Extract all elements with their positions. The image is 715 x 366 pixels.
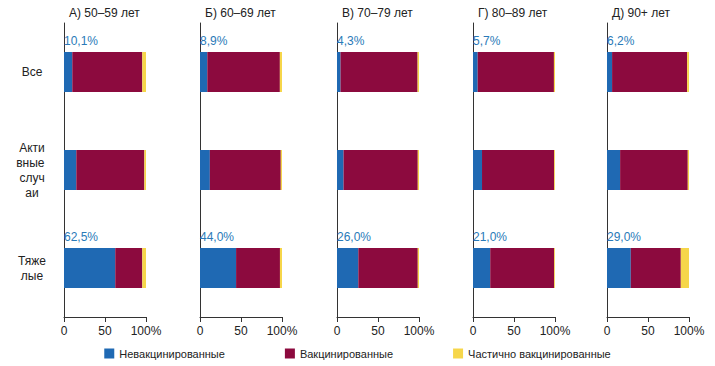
svg-text:0: 0 [61,324,68,338]
svg-text:аи: аи [25,186,38,200]
svg-text:А) 50–59 лет: А) 50–59 лет [69,6,140,20]
svg-text:50: 50 [98,324,112,338]
svg-text:50: 50 [507,324,521,338]
svg-text:100%: 100% [540,324,571,338]
svg-text:Г) 80–89 лет: Г) 80–89 лет [478,6,548,20]
svg-text:29,0%: 29,0% [607,230,641,244]
svg-text:В) 70–79 лет: В) 70–79 лет [342,6,413,20]
svg-text:4,3%: 4,3% [337,34,365,48]
svg-text:вные: вные [16,156,48,170]
svg-text:8,9%: 8,9% [200,34,228,48]
svg-text:26,0%: 26,0% [337,230,371,244]
svg-text:100%: 100% [674,324,705,338]
svg-text:лые: лые [21,269,44,283]
svg-text:50: 50 [234,324,248,338]
svg-text:Б) 60–69 лет: Б) 60–69 лет [205,6,276,20]
svg-text:100%: 100% [404,324,435,338]
svg-text:Все: Все [22,65,43,79]
svg-text:0: 0 [334,324,341,338]
svg-text:6,2%: 6,2% [607,34,635,48]
svg-text:50: 50 [641,324,655,338]
svg-text:44,0%: 44,0% [200,230,234,244]
svg-text:Невакцинированные: Невакцинированные [119,348,225,360]
svg-text:5,7%: 5,7% [473,34,501,48]
svg-text:50: 50 [371,324,385,338]
svg-text:случ: случ [19,171,44,185]
svg-text:10,1%: 10,1% [64,34,98,48]
svg-text:0: 0 [197,324,204,338]
svg-text:Тяже: Тяже [18,254,46,268]
svg-text:62,5%: 62,5% [64,230,98,244]
svg-text:21,0%: 21,0% [473,230,507,244]
svg-text:100%: 100% [267,324,298,338]
svg-text:Вакцинированные: Вакцинированные [300,348,393,360]
svg-text:0: 0 [470,324,477,338]
svg-text:Частично вакцинированные: Частично вакцинированные [468,348,611,360]
svg-text:0: 0 [604,324,611,338]
svg-text:Акти: Акти [19,141,45,155]
svg-text:Д) 90+ лет: Д) 90+ лет [612,6,670,20]
svg-text:100%: 100% [131,324,162,338]
